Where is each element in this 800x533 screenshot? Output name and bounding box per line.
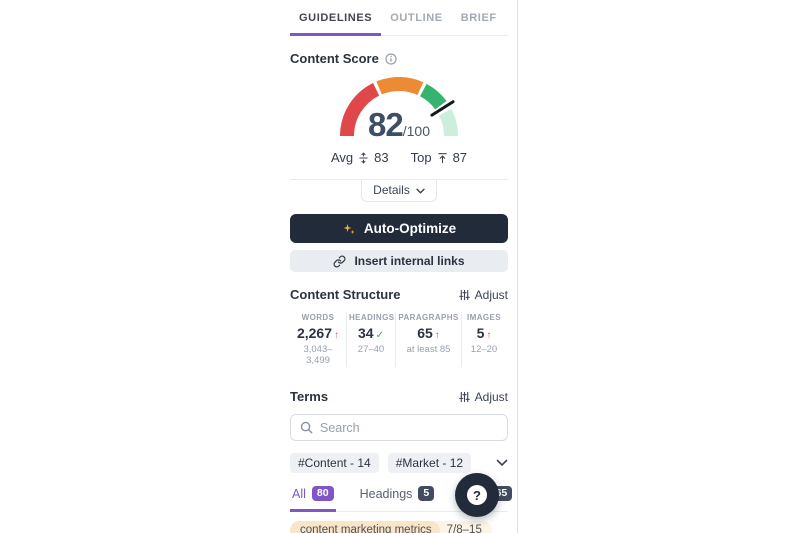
stat-indicator-icon: ↑ [334, 330, 340, 341]
sliders-icon [458, 391, 470, 403]
help-button[interactable]: ? [455, 473, 499, 517]
top-tab-guidelines[interactable]: GUIDELINES [290, 6, 382, 36]
stat-indicator-icon: ↑ [434, 330, 440, 341]
stat-headings[interactable]: HEADINGS 34 ✓ 27–40 [347, 312, 396, 367]
search-icon [300, 421, 313, 434]
avg-benchmark: Avg 83 [330, 150, 389, 165]
details-button[interactable]: Details [361, 180, 437, 202]
content-score-gauge: 82/100 [324, 76, 474, 143]
score-benchmarks: Avg 83 Top 87 [290, 150, 508, 165]
hashtag-filter-chip[interactable]: #Market - 12 [387, 453, 472, 473]
panel-right-divider [517, 0, 518, 533]
content-structure-title: Content Structure [290, 287, 401, 302]
term-chip[interactable]: content marketing metrics 7/8–15 [290, 521, 492, 533]
top-tab-brief[interactable]: BRIEF [460, 12, 497, 24]
auto-optimize-button[interactable]: Auto-Optimize [290, 214, 508, 243]
stat-indicator-icon: ↑ [486, 330, 492, 341]
sparkles-icon [342, 222, 356, 236]
chevron-down-icon [416, 183, 425, 197]
stat-words[interactable]: WORDS 2,267 ↑ 3,043–3,499 [290, 312, 347, 367]
top-tab-outline[interactable]: OUTLINE [390, 12, 443, 24]
term-list: content marketing metrics 7/8–15 content… [290, 521, 508, 533]
content-score-title: Content Score [290, 51, 397, 66]
sliders-icon [458, 289, 470, 301]
gauge-needle [430, 100, 455, 117]
search-input[interactable] [320, 420, 498, 435]
stat-images[interactable]: IMAGES 5 ↑ 12–20 [467, 313, 501, 355]
question-mark-icon: ? [467, 485, 487, 505]
stat-paragraphs[interactable]: PARAGRAPHS 65 ↑ at least 85 [396, 312, 462, 367]
content-structure-stats: WORDS 2,267 ↑ 3,043–3,499 HEADINGS 34 ✓ 27… [290, 312, 508, 367]
structure-adjust-button[interactable]: Adjust [458, 288, 508, 302]
score-max: /100 [402, 123, 430, 139]
term-tab-count-badge: 5 [418, 486, 435, 501]
term-tab-headings[interactable]: Headings 5 [358, 486, 437, 512]
term-filter-row: #Content - 14 #Market - 12 [290, 453, 508, 473]
guidelines-panel: GUIDELINES OUTLINE BRIEF Content Score 8… [290, 0, 513, 533]
terms-search[interactable] [290, 414, 508, 441]
avg-icon [358, 152, 369, 164]
terms-adjust-button[interactable]: Adjust [458, 390, 508, 404]
terms-title: Terms [290, 389, 329, 404]
score-value: 82 [368, 106, 404, 143]
filters-chevron-down-icon[interactable] [496, 459, 508, 467]
stat-indicator-icon: ✓ [375, 330, 384, 341]
score-details-divider: Details [290, 179, 508, 203]
top-tab-bar: GUIDELINES OUTLINE BRIEF [290, 0, 508, 36]
insert-internal-links-button[interactable]: Insert internal links [290, 250, 508, 272]
top-benchmark: Top 87 [410, 150, 468, 165]
term-tab-count-badge: 80 [311, 486, 334, 501]
link-icon [333, 255, 346, 268]
term-tab-all[interactable]: All 80 [290, 486, 336, 512]
arrow-to-top-icon [437, 152, 448, 164]
hashtag-filter-chip[interactable]: #Content - 14 [290, 453, 379, 473]
info-icon[interactable] [385, 52, 397, 65]
